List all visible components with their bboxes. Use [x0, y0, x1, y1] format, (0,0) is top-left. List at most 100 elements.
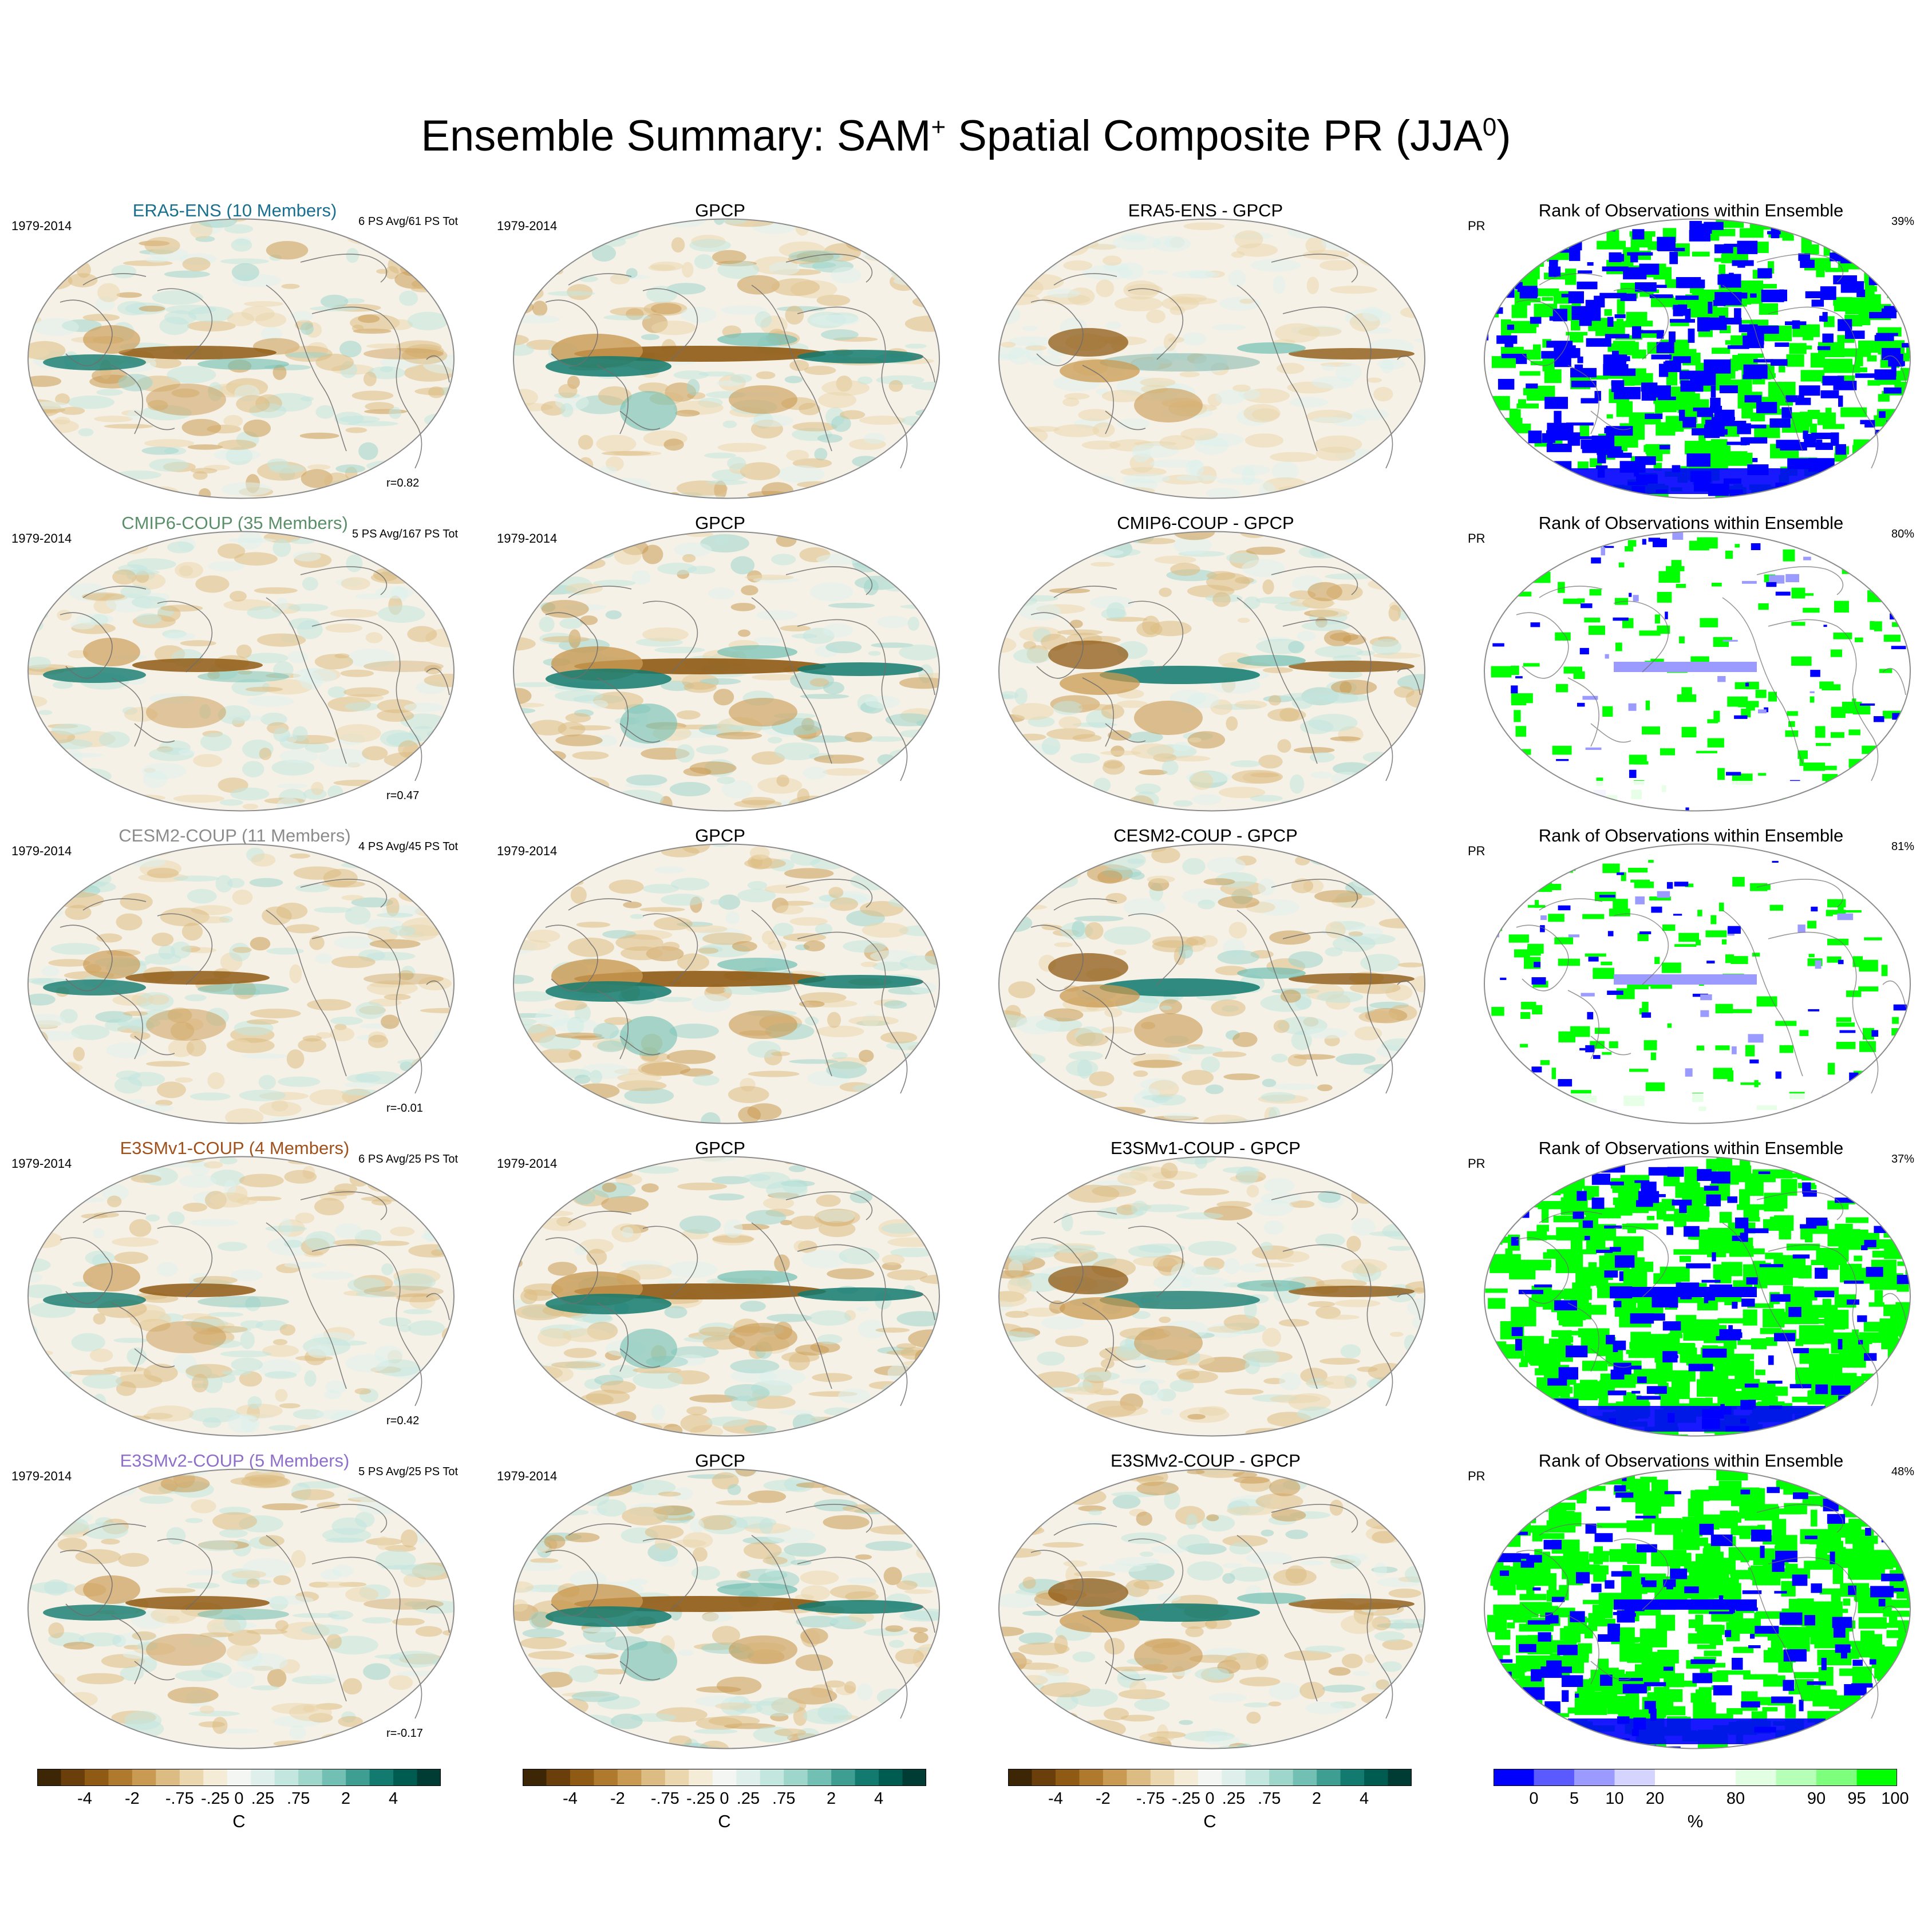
rank-label: Rank of Observations within Ensemble — [1538, 1451, 1844, 1471]
ensemble-panel: CMIP6-COUP (35 Members) 1979-2014 5 PS Avg… — [11, 513, 458, 825]
colorbar-swatch — [1695, 1769, 1736, 1786]
colorbar-tick-label: 100 — [1881, 1789, 1909, 1808]
period-label: 1979-2014 — [497, 844, 558, 858]
colorbar-swatch — [156, 1769, 180, 1786]
colorbar-unit-label: C — [718, 1811, 731, 1831]
colorbar-unit-label: % — [1687, 1811, 1704, 1831]
colorbar-swatch — [417, 1769, 441, 1786]
colorbar-swatch — [1340, 1769, 1365, 1786]
observation-label: GPCP — [695, 825, 745, 846]
colorbar — [523, 1769, 926, 1786]
colorbar-tick-label: 20 — [1645, 1789, 1665, 1808]
colorbar-swatch — [831, 1769, 856, 1786]
colorbar-tick-label: .75 — [287, 1789, 310, 1808]
difference-label: CMIP6-COUP - GPCP — [1117, 513, 1294, 533]
colorbar-swatch — [689, 1769, 713, 1786]
rank-percent-label: 39% — [1891, 215, 1914, 228]
colorbar-tick-label: 10 — [1605, 1789, 1624, 1808]
figure-title: Ensemble Summary: SAM+ Spatial Composite… — [0, 114, 1932, 158]
colorbar-swatch — [1079, 1769, 1104, 1786]
colorbar-swatch — [1055, 1769, 1080, 1786]
colorbar-tick-label: 2 — [341, 1789, 351, 1808]
difference-label: E3SMv2-COUP - GPCP — [1111, 1451, 1301, 1471]
title-text: Ensemble Summary: SAM — [421, 112, 931, 160]
observation-panel: GPCP 1979-2014 — [497, 200, 943, 512]
rank-label: Rank of Observations within Ensemble — [1538, 513, 1844, 533]
colorbar-swatch — [1293, 1769, 1317, 1786]
ensemble-panel: E3SMv2-COUP (5 Members) 1979-2014 5 PS Avg… — [11, 1451, 458, 1763]
rank-label: Rank of Observations within Ensemble — [1538, 1138, 1844, 1158]
ensemble-label: E3SMv2-COUP (5 Members) — [120, 1451, 350, 1471]
ensemble-map — [27, 1156, 455, 1437]
colorbar-swatch — [641, 1769, 666, 1786]
rank-label: Rank of Observations within Ensemble — [1538, 825, 1844, 846]
colorbar-swatch — [546, 1769, 571, 1786]
period-label: 1979-2014 — [11, 219, 72, 233]
observation-label: GPCP — [695, 200, 745, 220]
observation-label: GPCP — [695, 1138, 745, 1158]
colorbar-swatch — [594, 1769, 618, 1786]
ensemble-map — [27, 843, 455, 1124]
colorbar-swatch — [902, 1769, 926, 1786]
colorbar-swatch — [322, 1769, 346, 1786]
observation-panel: GPCP 1979-2014 — [497, 1138, 943, 1450]
rank-map — [1484, 1468, 1911, 1749]
colorbar-swatch — [1103, 1769, 1127, 1786]
difference-panel: CMIP6-COUP - GPCP — [982, 513, 1429, 825]
rank-variable-label: PR — [1468, 844, 1485, 858]
observation-map — [513, 1156, 940, 1437]
colorbar-swatch — [855, 1769, 879, 1786]
rank-label: Rank of Observations within Ensemble — [1538, 200, 1844, 220]
colorbar-swatch — [393, 1769, 418, 1786]
observation-map — [513, 218, 940, 499]
rank-map — [1484, 531, 1911, 812]
rank-panel: Rank of Observations within Ensemble PR 80… — [1468, 513, 1914, 825]
difference-label: E3SMv1-COUP - GPCP — [1111, 1138, 1301, 1158]
pattern-correlation: r=-0.01 — [386, 1102, 423, 1115]
colorbar-swatch — [227, 1769, 251, 1786]
colorbar-swatch — [712, 1769, 737, 1786]
difference-panel: ERA5-ENS - GPCP — [982, 200, 1429, 512]
difference-map — [998, 1468, 1425, 1749]
rank-percent-label: 80% — [1891, 528, 1914, 540]
difference-label: ERA5-ENS - GPCP — [1128, 200, 1283, 220]
rank-variable-label: PR — [1468, 219, 1485, 233]
colorbar-swatch — [1317, 1769, 1341, 1786]
ps-stats-label: 6 PS Avg/25 PS Tot — [358, 1153, 458, 1165]
colorbar-tick-label: .25 — [736, 1789, 760, 1808]
colorbar-swatch — [274, 1769, 299, 1786]
colorbar-swatch — [1388, 1769, 1412, 1786]
colorbar-tick-label: .75 — [1258, 1789, 1281, 1808]
period-label: 1979-2014 — [11, 844, 72, 858]
colorbar-tick-label: -4 — [563, 1789, 578, 1808]
colorbar-swatch — [61, 1769, 85, 1786]
colorbar-unit-label: C — [232, 1811, 246, 1831]
colorbar-tick-label: 0 — [720, 1789, 729, 1808]
rank-variable-label: PR — [1468, 531, 1485, 546]
rank-variable-label: PR — [1468, 1156, 1485, 1171]
colorbar-swatch — [570, 1769, 594, 1786]
observation-label: GPCP — [695, 1451, 745, 1471]
difference-map — [998, 218, 1425, 499]
colorbar-swatch — [1222, 1769, 1246, 1786]
observation-panel: GPCP 1979-2014 — [497, 1451, 943, 1763]
pattern-correlation: r=0.82 — [386, 477, 420, 489]
colorbar-tick-label: -.75 — [650, 1789, 679, 1808]
colorbar-tick-label: -.25 — [201, 1789, 230, 1808]
period-label: 1979-2014 — [497, 1469, 558, 1483]
colorbar-tick-label: 5 — [1569, 1789, 1579, 1808]
pattern-correlation: r=0.47 — [386, 789, 420, 802]
colorbar-tick-label: 0 — [234, 1789, 244, 1808]
colorbar-tick-label: 2 — [827, 1789, 836, 1808]
rank-panel: Rank of Observations within Ensemble PR 81… — [1468, 825, 1914, 1137]
colorbar-swatch — [369, 1769, 394, 1786]
colorbar-tick-label: .25 — [1222, 1789, 1246, 1808]
colorbar-tick-label: 4 — [874, 1789, 884, 1808]
rank-panel: Rank of Observations within Ensemble PR 39… — [1468, 200, 1914, 512]
colorbar-swatch — [1736, 1769, 1776, 1786]
colorbar-swatch — [1174, 1769, 1199, 1786]
rank-map — [1484, 1156, 1911, 1437]
difference-panel: CESM2-COUP - GPCP — [982, 825, 1429, 1137]
colorbar-tick-label: .75 — [772, 1789, 796, 1808]
difference-panel: E3SMv1-COUP - GPCP — [982, 1138, 1429, 1450]
